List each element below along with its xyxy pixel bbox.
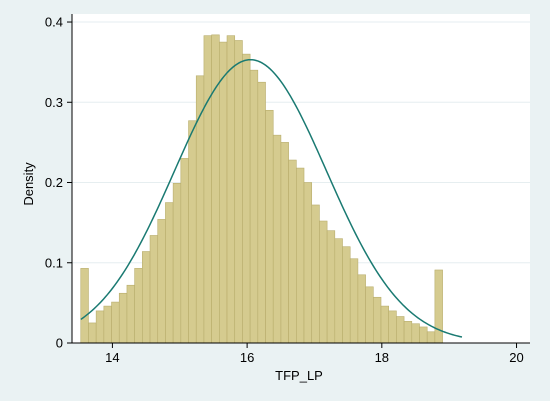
histogram-bar [319,220,328,344]
histogram-bar [188,120,197,344]
y-tick-label: 0.3 [45,95,63,110]
x-tick-label: 20 [509,350,523,365]
histogram-bar [296,167,305,344]
histogram-bar [142,251,151,344]
histogram-bar [342,246,351,344]
histogram-bar [103,305,112,344]
histogram-bar [372,296,382,344]
y-tick-label: 0.4 [45,15,63,30]
histogram-bar [303,182,313,344]
histogram-bar [257,81,266,344]
histogram-bar [380,305,389,344]
histogram-bar [403,321,413,344]
histogram-bar [172,183,182,344]
histogram-bar [126,284,135,344]
histogram-bar [326,230,336,344]
x-tick-label: 14 [105,350,119,365]
y-axis-ticks: 0 0.1 0.2 0.3 0.4 [45,15,72,351]
histogram-bar [134,268,143,344]
normal-density-curve [80,58,463,338]
histogram-bar [349,258,359,344]
histogram-bar [88,322,97,344]
histogram-bar [157,219,166,344]
histogram-bar [111,301,120,344]
x-axis-title: TFP_LP [275,368,323,383]
histogram-bar [80,268,89,344]
histogram-bar [434,269,443,344]
axes [71,14,530,344]
histogram-bar [95,310,105,344]
histogram-bar [242,53,251,344]
histogram-bar [234,40,243,344]
histogram-bar [426,331,436,344]
histogram-bar [280,142,289,344]
histogram-bar [288,159,297,344]
histogram-bar [365,286,374,344]
histogram-bar [165,202,174,344]
histogram-bar [419,326,428,344]
histogram-bar [311,204,320,344]
x-tick-label: 16 [240,350,254,365]
histogram-bars [80,34,443,344]
x-tick-label: 18 [375,350,389,365]
histogram-bar [149,235,159,344]
histogram-bar [272,134,282,344]
histogram-bar [118,292,128,344]
histogram-bar [411,323,420,344]
y-tick-label: 0.1 [45,255,63,270]
histogram-bar [249,69,259,344]
histogram-bar [219,41,228,344]
histogram-bar [334,238,343,344]
histogram-bar [265,109,274,344]
y-axis-title: Density [21,162,36,206]
histogram-bar [388,310,397,344]
histogram-bar [396,316,405,344]
histogram-bar [203,35,212,344]
x-axis-ticks: 14 16 18 20 [105,343,524,365]
histogram-bar [226,35,236,344]
y-tick-label: 0.2 [45,175,63,190]
histogram-bar [357,274,366,344]
histogram-bar [180,158,189,344]
histogram-bar [211,34,220,344]
y-tick-label: 0 [56,336,63,351]
